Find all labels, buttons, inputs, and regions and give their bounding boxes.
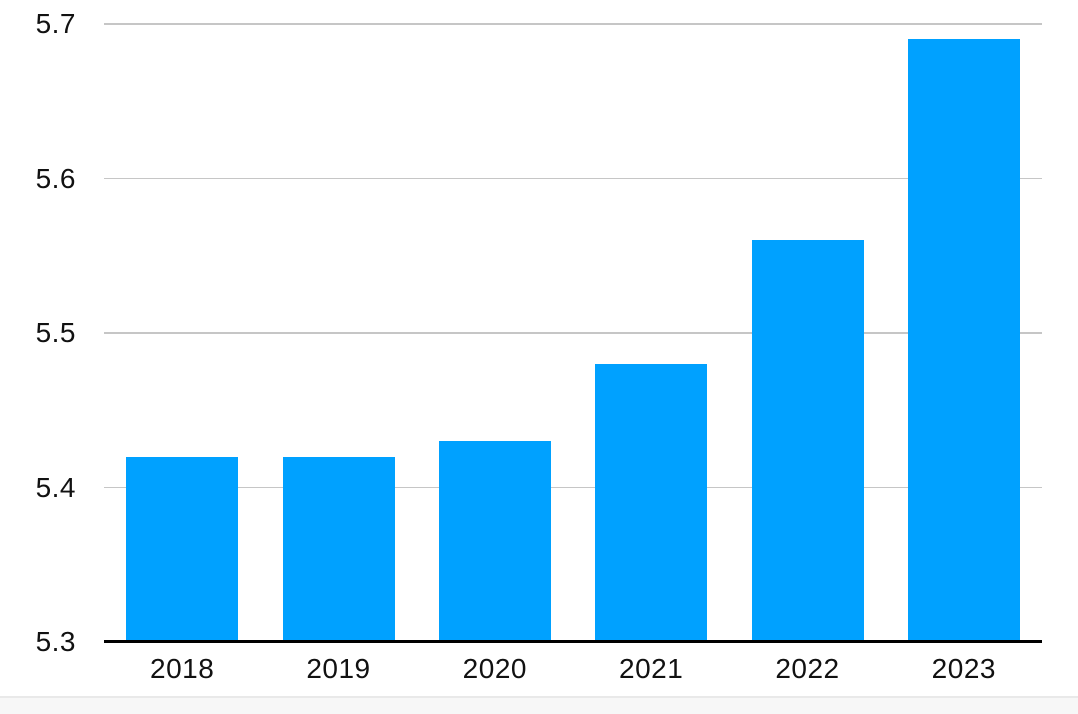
x-tick-label: 2018: [150, 653, 215, 684]
x-tick-label: 2022: [775, 653, 840, 684]
bar-2022: [751, 240, 864, 642]
bar-2019: [282, 456, 395, 642]
x-tick-label: 2020: [462, 653, 527, 684]
x-tick-label: 2019: [306, 653, 371, 684]
y-gridline: [104, 177, 1042, 180]
x-tick-label: 2023: [931, 653, 996, 684]
y-gridline: [104, 23, 1042, 25]
bar-2023: [907, 39, 1020, 642]
y-tick-label: 5.5: [35, 317, 76, 348]
footer-strip: [0, 696, 1078, 714]
x-axis-line: [104, 640, 1042, 643]
y-tick-label: 5.6: [35, 162, 76, 194]
y-tick-label: 5.4: [35, 471, 76, 503]
y-tick-label: 5.3: [35, 626, 76, 657]
y-gridline: [104, 486, 1042, 489]
bar-2021: [595, 363, 708, 642]
bar-2020: [438, 441, 551, 642]
y-gridline: [104, 332, 1042, 334]
y-tick-label: 5.7: [35, 8, 76, 39]
bar-2018: [126, 456, 239, 642]
x-tick-label: 2021: [619, 653, 684, 684]
